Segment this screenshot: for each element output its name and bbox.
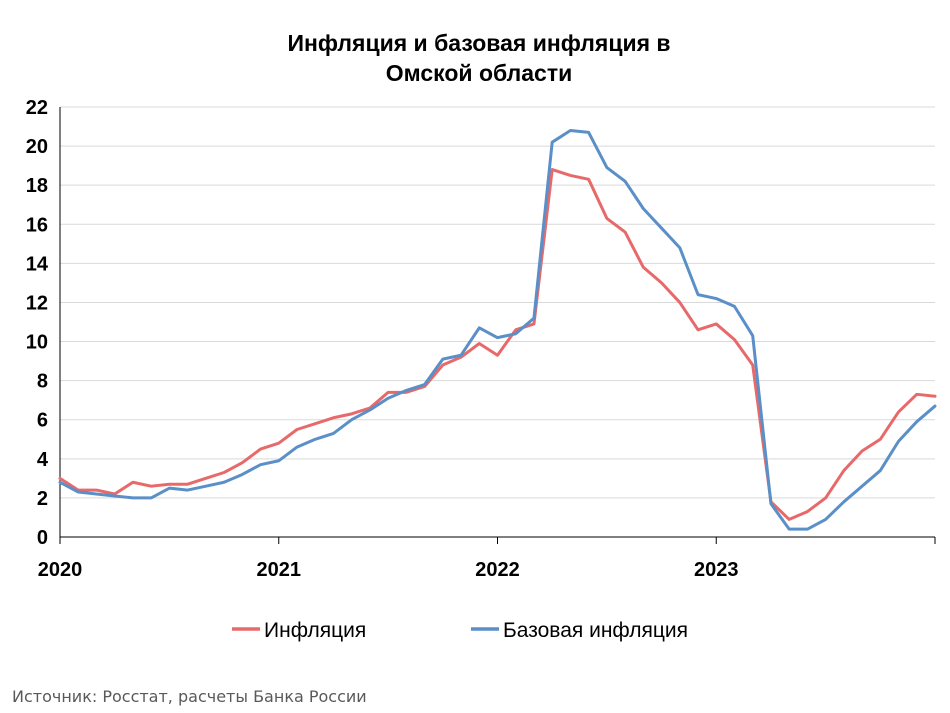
chart-title-line-2: Омской области <box>386 60 572 86</box>
y-tick-label: 8 <box>37 371 48 393</box>
series-line-inflation <box>58 168 937 521</box>
y-axis-tick-labels: 0 2 4 6 8 10 12 14 16 18 20 22 <box>26 97 49 549</box>
y-tick-label: 0 <box>37 527 48 549</box>
y-tick-label: 20 <box>26 136 48 158</box>
y-tick-label: 10 <box>26 332 48 354</box>
legend-label: Базовая инфляция <box>503 619 688 642</box>
y-tick-label: 16 <box>26 214 48 236</box>
x-tick-label: 2020 <box>38 559 83 581</box>
series-lines <box>58 128 937 531</box>
y-tick-label: 14 <box>26 253 49 275</box>
x-axis-tick-labels: 2020 2021 2022 2023 <box>38 559 739 581</box>
source-note: Источник: Росстат, расчеты Банка России <box>12 687 367 706</box>
y-tick-label: 18 <box>26 175 48 197</box>
grid-lines <box>60 106 935 499</box>
axes <box>59 107 936 544</box>
y-tick-label: 12 <box>26 292 48 314</box>
legend: Инфляция Базовая инфляция <box>232 619 688 642</box>
y-tick-label: 4 <box>37 449 49 471</box>
y-tick-label: 6 <box>37 410 48 432</box>
legend-label: Инфляция <box>264 619 366 642</box>
chart-title-line-1: Инфляция и базовая инфляция в <box>287 30 670 56</box>
x-tick-label: 2022 <box>475 559 520 581</box>
y-tick-label: 2 <box>37 488 48 510</box>
y-tick-label: 22 <box>26 97 48 119</box>
series-line-core-inflation <box>58 128 937 531</box>
x-tick-label: 2021 <box>257 559 302 581</box>
x-tick-label: 2023 <box>694 559 739 581</box>
